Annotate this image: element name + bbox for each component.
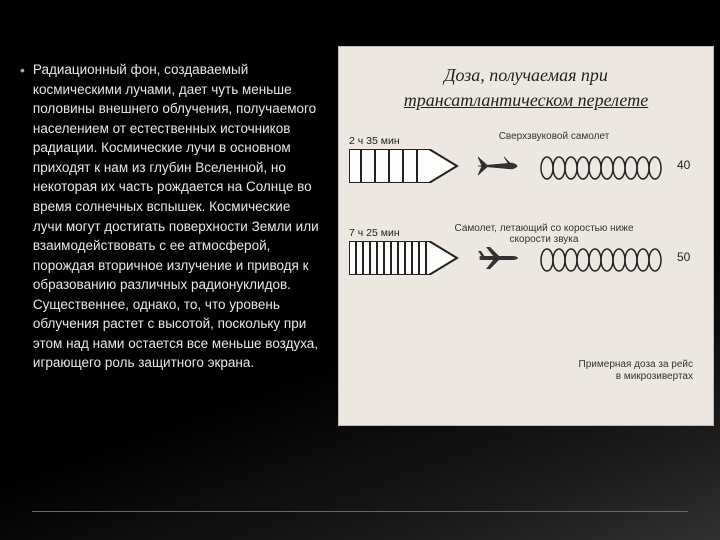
arrow-ruler-icon xyxy=(349,241,459,275)
caption-line2: в микрозивертах xyxy=(616,371,693,382)
row-sublabel: Самолет, летающий со коростью ниже скоро… xyxy=(449,223,639,245)
supersonic-plane-icon xyxy=(474,153,524,179)
slide: • Радиационный фон, создаваемый космичес… xyxy=(0,0,720,540)
figure-body: Сверхзвуковой самолет 2 ч 35 мин xyxy=(339,133,713,413)
bottom-divider xyxy=(32,511,688,512)
subsonic-plane-icon xyxy=(474,245,524,271)
row-value: 40 xyxy=(677,158,690,172)
figure-title-line2: трансатлантическом перелете xyxy=(404,90,648,110)
coil-icon xyxy=(539,155,669,181)
coil-icon xyxy=(539,247,669,273)
figure-title-line1: Доза, получаемая при xyxy=(444,65,608,85)
figure-caption: Примерная доза за рейс в микрозивертах xyxy=(579,359,693,383)
row-sublabel: Сверхзвуковой самолет xyxy=(469,131,639,142)
figure-row: Самолет, летающий со коростью ниже скоро… xyxy=(339,225,713,305)
row-value: 50 xyxy=(677,250,690,264)
figure-title: Доза, получаемая при трансатлантическом … xyxy=(339,63,713,113)
dose-figure: Доза, получаемая при трансатлантическом … xyxy=(338,46,714,426)
bullet-dot: • xyxy=(20,60,25,373)
row-duration: 2 ч 35 мин xyxy=(349,135,400,147)
caption-line1: Примерная доза за рейс xyxy=(579,359,693,370)
row-duration: 7 ч 25 мин xyxy=(349,227,400,239)
paragraph-text: Радиационный фон, создаваемый космически… xyxy=(33,60,323,373)
figure-row: Сверхзвуковой самолет 2 ч 35 мин xyxy=(339,133,713,213)
arrow-ruler-icon xyxy=(349,149,459,183)
